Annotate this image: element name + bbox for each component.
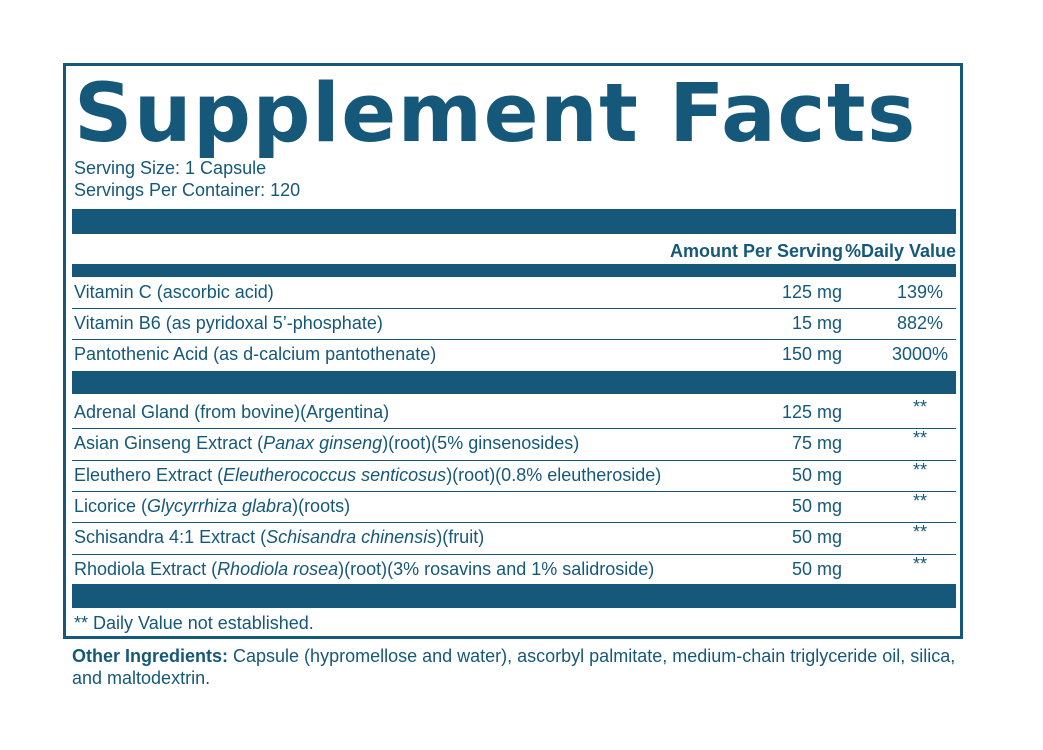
thick-divider-top bbox=[72, 209, 956, 234]
nutrient-daily-value: 139% bbox=[896, 282, 944, 302]
ingredient-name-text: Asian Ginseng Extract ( bbox=[74, 433, 264, 453]
nutrient-daily-value: 3000% bbox=[891, 344, 949, 364]
ingredient-name: Asian Ginseng Extract (Panax ginseng)(ro… bbox=[74, 428, 579, 459]
ingredient-name-detail: )(root)(3% rosavins and 1% salidroside) bbox=[338, 559, 655, 579]
other-ingredients-label: Other Ingredients: bbox=[72, 646, 229, 666]
ingredient-amount: 75 mg bbox=[791, 433, 842, 453]
row-divider bbox=[72, 428, 956, 429]
nutrient-name: Vitamin B6 (as pyridoxal 5’-phosphate) bbox=[74, 313, 383, 333]
ingredient-daily-value: ** bbox=[912, 554, 927, 574]
ingredient-latin-name: Eleutherococcus senticosus bbox=[223, 465, 447, 485]
ingredient-latin-name: Panax ginseng bbox=[263, 433, 383, 453]
ingredient-row: Rhodiola Extract (Rhodiola rosea)(root)(… bbox=[74, 554, 956, 585]
servings-per-container: Servings Per Container: 120 bbox=[74, 180, 301, 200]
nutrient-row: Vitamin C (ascorbic acid) 125 mg 139% bbox=[74, 277, 956, 308]
ingredient-name: Schisandra 4:1 Extract (Schisandra chine… bbox=[74, 522, 484, 553]
ingredient-row: Schisandra 4:1 Extract (Schisandra chine… bbox=[74, 522, 956, 553]
other-ingredients: Other Ingredients: Capsule (hypromellose… bbox=[72, 645, 972, 689]
ingredient-daily-value: ** bbox=[912, 460, 927, 480]
ingredient-latin-name: Rhodiola rosea bbox=[217, 559, 339, 579]
row-divider bbox=[72, 460, 956, 461]
amount-per-serving-header: Amount Per Serving bbox=[669, 241, 843, 261]
row-divider bbox=[72, 339, 956, 340]
serving-size: Serving Size: 1 Capsule bbox=[74, 158, 267, 178]
ingredient-daily-value: ** bbox=[912, 491, 927, 511]
supplement-facts-panel: Supplement Facts Serving Size: 1 Capsule… bbox=[63, 63, 963, 639]
nutrient-daily-value: 882% bbox=[896, 313, 944, 333]
medium-divider bbox=[72, 264, 956, 277]
column-header: Amount Per Serving %Daily Value bbox=[74, 236, 956, 266]
ingredient-name-text: Eleuthero Extract ( bbox=[74, 465, 224, 485]
ingredient-amount: 50 mg bbox=[791, 527, 842, 547]
nutrient-row: Vitamin B6 (as pyridoxal 5’-phosphate) 15… bbox=[74, 308, 956, 339]
ingredient-daily-value: ** bbox=[912, 522, 927, 542]
ingredient-amount: 50 mg bbox=[791, 496, 842, 516]
ingredient-name-detail: )(roots) bbox=[292, 496, 351, 516]
daily-value-header: %Daily Value bbox=[844, 241, 956, 261]
ingredient-name-text: Rhodiola Extract ( bbox=[74, 559, 218, 579]
footnote: ** Daily Value not established. bbox=[74, 613, 314, 633]
nutrient-name: Vitamin C (ascorbic acid) bbox=[74, 282, 274, 302]
ingredient-latin-name: Glycyrrhiza glabra bbox=[147, 496, 293, 516]
nutrient-row: Pantothenic Acid (as d-calcium pantothen… bbox=[74, 339, 956, 370]
ingredient-name-detail: )(root)(0.8% eleutheroside) bbox=[446, 465, 662, 485]
nutrient-amount: 15 mg bbox=[791, 313, 842, 333]
thick-divider-bottom bbox=[72, 584, 956, 608]
thick-divider-middle bbox=[72, 371, 956, 394]
row-divider bbox=[72, 308, 956, 309]
other-ingredients-text: Capsule (hypromellose and water), ascorb… bbox=[72, 646, 956, 688]
row-divider bbox=[72, 522, 956, 523]
ingredient-row: Licorice (Glycyrrhiza glabra)(roots) 50 m… bbox=[74, 491, 956, 522]
ingredient-name: Licorice (Glycyrrhiza glabra)(roots) bbox=[74, 491, 350, 522]
nutrient-amount: 150 mg bbox=[781, 344, 842, 364]
panel-title: Supplement Facts bbox=[74, 67, 917, 161]
nutrient-name: Pantothenic Acid (as d-calcium pantothen… bbox=[74, 344, 437, 364]
ingredient-amount: 50 mg bbox=[791, 559, 842, 579]
ingredient-row: Asian Ginseng Extract (Panax ginseng)(ro… bbox=[74, 428, 956, 459]
row-divider bbox=[72, 491, 956, 492]
ingredient-name-text: Licorice ( bbox=[74, 496, 148, 516]
ingredient-daily-value: ** bbox=[912, 428, 927, 448]
ingredient-name-detail: )(root)(5% ginsenosides) bbox=[382, 433, 580, 453]
ingredient-name: Rhodiola Extract (Rhodiola rosea)(root)(… bbox=[74, 554, 654, 585]
ingredient-name: Adrenal Gland (from bovine)(Argentina) bbox=[74, 397, 389, 428]
ingredient-daily-value: ** bbox=[912, 397, 927, 417]
ingredient-name: Eleuthero Extract (Eleutherococcus senti… bbox=[74, 460, 661, 491]
row-divider bbox=[72, 554, 956, 555]
ingredient-name-text: Adrenal Gland (from bovine)(Argentina) bbox=[74, 402, 390, 422]
nutrient-amount: 125 mg bbox=[781, 282, 842, 302]
ingredient-name-detail: )(fruit) bbox=[436, 527, 485, 547]
ingredient-amount: 50 mg bbox=[791, 465, 842, 485]
ingredient-amount: 125 mg bbox=[781, 402, 842, 422]
ingredient-row: Adrenal Gland (from bovine)(Argentina) 12… bbox=[74, 397, 956, 428]
ingredient-row: Eleuthero Extract (Eleutherococcus senti… bbox=[74, 460, 956, 491]
ingredient-latin-name: Schisandra chinensis bbox=[266, 527, 437, 547]
ingredient-name-text: Schisandra 4:1 Extract ( bbox=[74, 527, 267, 547]
